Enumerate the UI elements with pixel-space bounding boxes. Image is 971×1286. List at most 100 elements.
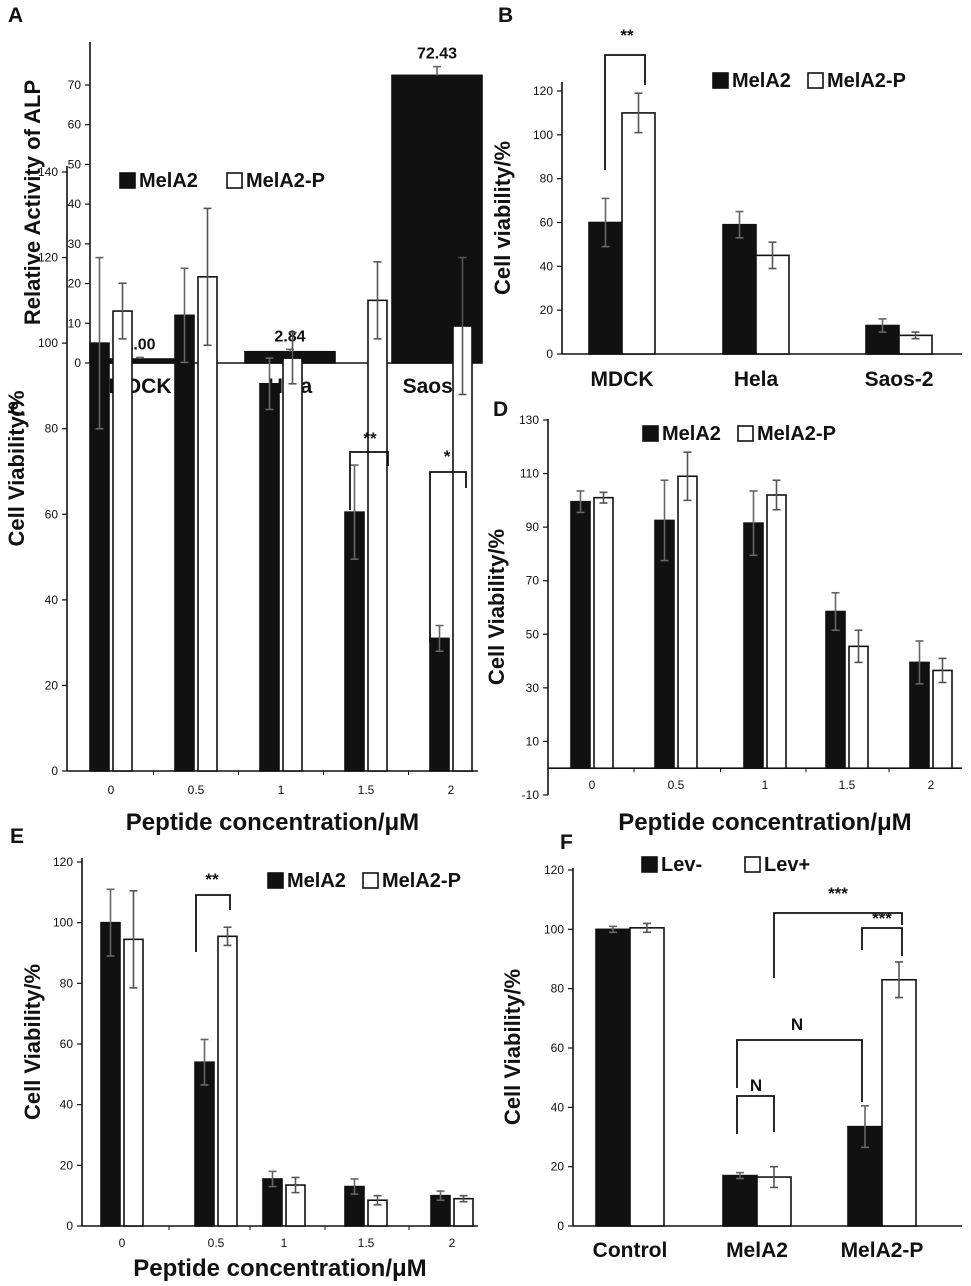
y-tick-label: 0 xyxy=(546,347,553,361)
legend-label: MelA2-P xyxy=(757,423,836,445)
y-axis-label-E: Cell Viability/% xyxy=(20,964,45,1120)
sig-bracket-f-1-label: N xyxy=(750,1076,762,1095)
panel-label-F: F xyxy=(560,831,573,854)
bar-MelA2 xyxy=(174,314,195,772)
y-tick-label: 30 xyxy=(526,681,540,695)
sig-bracket-c-1 xyxy=(349,451,389,510)
sig-bracket-f-2-label: N xyxy=(791,1015,803,1034)
category-label: 1 xyxy=(281,1236,288,1250)
sig-bracket-e xyxy=(195,894,231,952)
y-axis-label-A: Relative Activity of ALP xyxy=(20,80,45,325)
legend-swatch xyxy=(712,72,729,89)
sig-bracket-e-label: ** xyxy=(205,870,219,889)
y-axis-label-D: Cell Viability/% xyxy=(484,529,509,685)
y-tick-label: 10 xyxy=(526,734,540,748)
category-label: MelA2 xyxy=(726,1239,788,1262)
y-tick-label: 110 xyxy=(520,467,539,481)
bar-MelA2-P xyxy=(848,645,869,770)
bar-MelA2-P xyxy=(755,254,790,355)
legend-label: MelA2-P xyxy=(382,870,461,892)
y-tick-label: 70 xyxy=(68,78,82,92)
panel-label-B: B xyxy=(498,4,513,27)
y-tick-label: 0 xyxy=(51,764,58,778)
bar-MelA2 xyxy=(743,522,764,770)
y-tick-label: 120 xyxy=(533,84,553,98)
bar-MelA2 xyxy=(259,382,280,772)
legend-label: MelA2 xyxy=(287,870,346,892)
bar-MelA2 xyxy=(825,610,846,770)
bar-MelA2-P xyxy=(217,935,238,1227)
y-tick-label: 60 xyxy=(68,118,82,132)
legend-label: MelA2 xyxy=(732,70,791,92)
panel-B: B 0 20 40 60 80 100 120 Cell viability/% MDCK Hela… xyxy=(490,4,962,391)
y-tick-label: 60 xyxy=(45,507,59,521)
y-tick-label: 40 xyxy=(68,197,82,211)
y-tick-label: 40 xyxy=(45,593,59,607)
bar-MelA2 xyxy=(722,223,757,355)
panel-A: A 0 10 20 30 40 50 60 70 Relative Activity of ALP… xyxy=(8,4,483,398)
legend-swatch xyxy=(744,856,761,873)
y-tick-label: 60 xyxy=(551,1041,565,1055)
x-axis-label-E: Peptide concentration/μM xyxy=(133,1255,426,1282)
y-tick-label: 40 xyxy=(551,1100,565,1114)
bar-MelA2-P xyxy=(453,1197,474,1227)
bar-value xyxy=(391,74,483,364)
y-tick-label: 90 xyxy=(526,520,540,534)
category-label: 1.5 xyxy=(358,1236,375,1250)
bar-MelA2 xyxy=(100,921,121,1227)
sig-bracket-f-3 xyxy=(861,927,903,956)
bar-Lev- xyxy=(722,1174,758,1227)
category-label: 1.5 xyxy=(839,778,856,792)
y-tick-label: 80 xyxy=(60,976,74,990)
panel-label-A: A xyxy=(8,4,23,27)
category-label: MelA2-P xyxy=(841,1239,924,1262)
y-tick-label: 100 xyxy=(533,128,553,142)
y-axis-label-B: Cell viability/% xyxy=(490,141,515,295)
legend-swatch xyxy=(267,872,284,889)
bar-MelA2 xyxy=(429,637,450,772)
y-tick-label: 50 xyxy=(526,627,540,641)
sig-bracket-b xyxy=(604,54,646,170)
bar-MelA2-P xyxy=(282,357,303,772)
x-axis-label-C: Peptide concentration/μM xyxy=(126,809,419,836)
legend-swatch xyxy=(737,425,754,442)
y-tick-label: 140 xyxy=(38,165,58,179)
y-tick-label: 0 xyxy=(66,1219,73,1233)
y-tick-label: 100 xyxy=(38,336,58,350)
sig-bracket-f-4-label: *** xyxy=(828,884,848,903)
y-axis-label-C: Cell Viability/% xyxy=(4,390,29,546)
category-label: 1 xyxy=(278,783,285,797)
y-tick-label: 120 xyxy=(38,251,58,265)
bar-MelA2-P xyxy=(112,310,133,772)
category-label: Control xyxy=(593,1239,668,1262)
y-tick-label: 40 xyxy=(60,1098,74,1112)
y-tick-label: 20 xyxy=(540,303,554,317)
legend-label: Lev- xyxy=(661,854,702,876)
bar-MelA2-P xyxy=(766,494,787,770)
y-tick-label: 30 xyxy=(68,237,82,251)
category-label: 0 xyxy=(108,783,115,797)
legend-swatch xyxy=(119,172,136,189)
y-tick-label: 60 xyxy=(60,1037,74,1051)
bar-Lev- xyxy=(595,928,631,1227)
x-axis-label-D: Peptide concentration/μM xyxy=(618,809,911,836)
y-tick-label: 20 xyxy=(60,1158,74,1172)
y-tick-label: 0 xyxy=(74,356,81,370)
category-label: Hela xyxy=(734,368,779,391)
legend-swatch xyxy=(807,72,824,89)
y-tick-label: -10 xyxy=(522,788,540,802)
bar-Lev+ xyxy=(881,978,917,1227)
legend-label: MelA2-P xyxy=(246,170,325,192)
category-label: 1 xyxy=(762,778,769,792)
sig-bracket-c-1-label: ** xyxy=(363,429,377,448)
y-tick-label: 50 xyxy=(68,157,82,171)
y-tick-label: 20 xyxy=(551,1160,565,1174)
category-label: 2 xyxy=(449,1236,456,1250)
sig-bracket-c-2-label: * xyxy=(444,447,451,466)
y-tick-label: 100 xyxy=(544,922,564,936)
bar-MelA2-P xyxy=(367,299,388,772)
y-tick-label: 20 xyxy=(68,277,82,291)
panel-label-E: E xyxy=(10,825,24,848)
panel-F: F 0 20 40 60 80 100 120 Cell Viability/% Control M… xyxy=(500,831,962,1262)
